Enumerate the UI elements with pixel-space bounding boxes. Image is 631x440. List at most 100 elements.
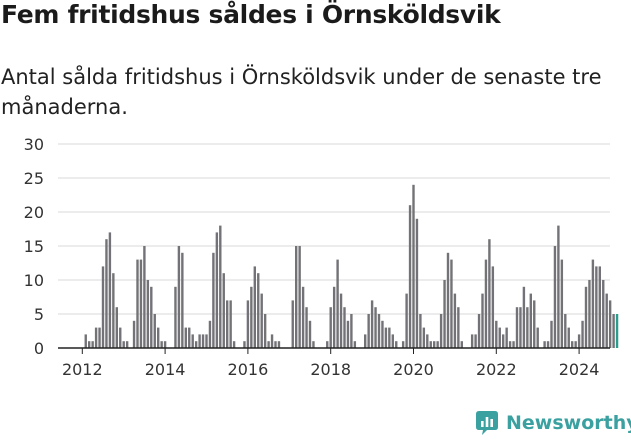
bar: [246, 300, 250, 348]
bar: [181, 252, 184, 348]
bar: [243, 341, 246, 348]
bar: [94, 327, 98, 348]
bar: [564, 314, 567, 348]
bar: [370, 300, 374, 348]
bar: [146, 280, 150, 348]
bar: [163, 341, 167, 348]
y-tick-label: 20: [24, 203, 44, 222]
bar: [212, 252, 215, 348]
bar: [429, 341, 432, 348]
bar: [436, 341, 439, 348]
y-tick-label: 10: [24, 271, 44, 290]
bar: [339, 293, 343, 348]
bar: [308, 320, 312, 348]
chart-title: Fem fritidshus såldes i Örnsköldsvik: [1, 0, 501, 29]
bar: [84, 334, 87, 348]
bar: [615, 314, 619, 348]
bar: [188, 327, 191, 348]
bar: [253, 266, 256, 348]
bar: [377, 314, 381, 348]
bar: [571, 341, 574, 348]
bar: [533, 300, 536, 348]
bar: [519, 307, 522, 348]
bar: [612, 314, 615, 348]
bar: [498, 327, 501, 348]
bar: [512, 341, 515, 348]
bar: [143, 246, 146, 348]
bar: [326, 341, 329, 348]
bar: [226, 300, 229, 348]
x-tick-label: 2020: [393, 360, 434, 379]
bar: [391, 334, 394, 348]
brand-name: Newsworthy: [506, 412, 631, 434]
bar: [546, 341, 550, 348]
bar: [250, 286, 253, 348]
newsworthy-logo[interactable]: Newsworthy: [475, 406, 631, 440]
bar: [529, 293, 532, 348]
bar: [508, 341, 512, 348]
x-tick-label: 2016: [228, 360, 269, 379]
bar: [108, 232, 112, 348]
bar: [295, 246, 298, 348]
bar: [408, 205, 412, 348]
bar: [405, 293, 408, 348]
x-tick-label: 2014: [145, 360, 186, 379]
bar: [132, 320, 136, 348]
bar: [543, 341, 546, 348]
bar: [450, 259, 453, 348]
bar: [433, 341, 436, 348]
bar: [557, 225, 560, 348]
bar: [415, 218, 419, 348]
bar: [329, 307, 332, 348]
bar: [484, 259, 488, 348]
bar: [591, 259, 595, 348]
bar: [263, 314, 267, 348]
bar: [364, 334, 367, 348]
bar: [602, 280, 605, 348]
bar: [584, 286, 588, 348]
bar: [153, 314, 156, 348]
bar: [412, 184, 415, 348]
bar: [91, 341, 94, 348]
bar: [88, 341, 91, 348]
bar: [401, 341, 405, 348]
bar: [460, 341, 463, 348]
bar: [491, 266, 495, 348]
bar: [502, 334, 505, 348]
bar: [160, 341, 163, 348]
y-axis-ticks: 0 5 10 15 20 25 30: [24, 135, 44, 358]
bar: [194, 341, 198, 348]
bar: [205, 334, 208, 348]
bar: [267, 341, 270, 348]
bar: [305, 307, 308, 348]
bar: [98, 327, 101, 348]
bar-series: [84, 184, 619, 348]
bar: [105, 239, 108, 348]
bar: [595, 266, 598, 348]
bar: [522, 286, 526, 348]
bar: [112, 273, 115, 348]
bar: [488, 239, 491, 348]
chart-subtitle: Antal sålda fritidshus i Örnsköldsvik un…: [1, 65, 602, 119]
x-tick-label: 2022: [476, 360, 517, 379]
bar: [260, 293, 263, 348]
bar: [125, 341, 129, 348]
x-axis-ticks: 20122014201620182020202220242026: [62, 348, 599, 379]
bar: [301, 286, 305, 348]
bar: [526, 307, 529, 348]
bar: [550, 320, 553, 348]
bar: [495, 320, 498, 348]
y-tick-label: 25: [24, 169, 44, 188]
bar: [191, 334, 194, 348]
bar: [270, 334, 274, 348]
y-tick-label: 30: [24, 135, 44, 154]
bar: [474, 334, 477, 348]
bar: [367, 314, 370, 348]
bar: [426, 334, 429, 348]
y-tick-label: 0: [34, 339, 44, 358]
bar: [422, 327, 426, 348]
bar: [477, 314, 481, 348]
bar: [291, 300, 294, 348]
bar: [232, 341, 236, 348]
bar: [381, 320, 384, 348]
